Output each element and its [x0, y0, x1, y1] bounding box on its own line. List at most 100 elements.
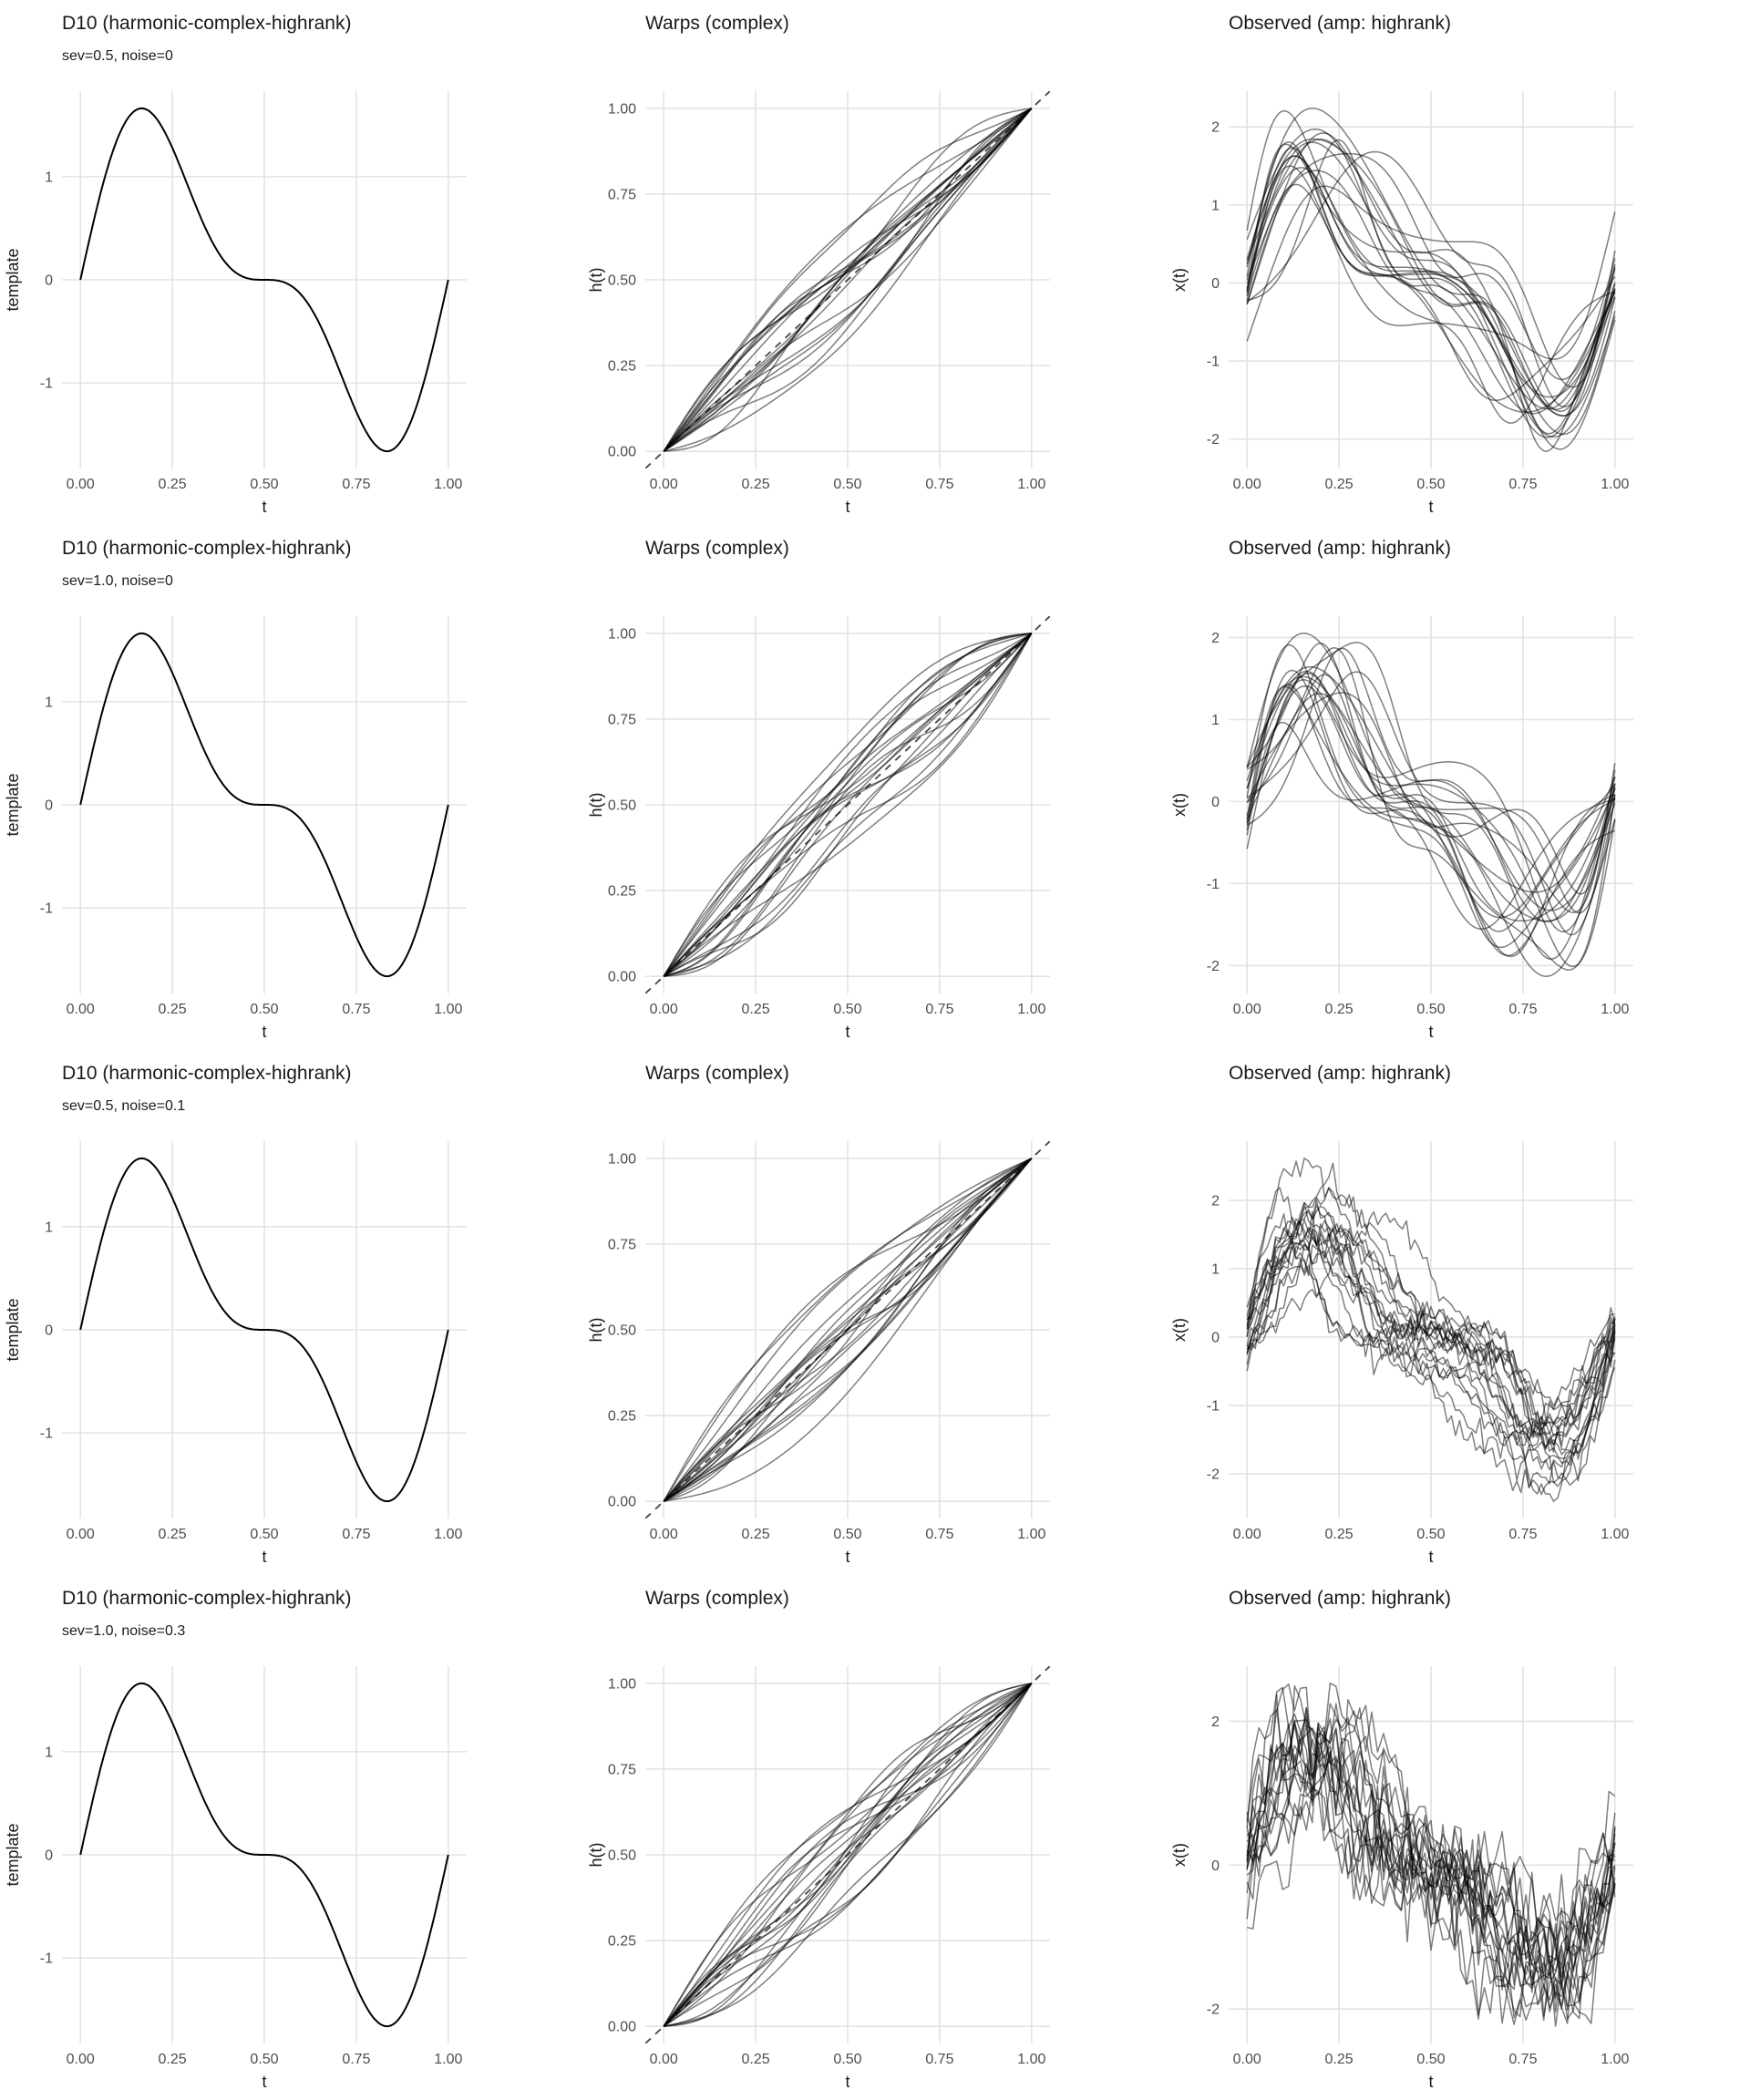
y-tick-label: -1 [40, 376, 53, 392]
x-tick-label: 0.25 [159, 1002, 187, 1017]
y-tick-label: 0.25 [608, 884, 636, 900]
y-axis-title: x(t) [1170, 268, 1189, 292]
x-tick-label: 0.25 [742, 477, 770, 492]
template-curve [79, 1157, 449, 1503]
x-tick-label: 0.25 [742, 1002, 770, 1017]
y-axis-title: x(t) [1170, 1318, 1189, 1342]
y-tick-label: 0.50 [608, 798, 636, 814]
y-tick-label: 0.50 [608, 1848, 636, 1864]
y-tick-label: -1 [1207, 1398, 1220, 1414]
plot-title: D10 (harmonic-complex-highrank) [62, 1588, 352, 1609]
x-tick-label: 0.00 [67, 2052, 95, 2067]
observed-curves [1246, 633, 1616, 977]
tick-labels: 0.00 0.25 0.50 0.75 1.00 -1 0 1 [40, 695, 463, 1017]
gridlines [1229, 1141, 1633, 1518]
template-plot: 0.00 0.25 0.50 0.75 1.00 -1 0 1 t template [4, 1666, 467, 2091]
y-tick-label: 1.00 [608, 1151, 636, 1167]
observed-plot: 0.00 0.25 0.50 0.75 1.00 -2 -1 0 1 2 t x(t) [1170, 1141, 1633, 1566]
tick-labels: 0.00 0.25 0.50 0.75 1.00 -1 0 1 [40, 170, 463, 492]
y-tick-label: -1 [40, 901, 53, 917]
plot-title: Observed (amp: highrank) [1229, 13, 1451, 34]
plot-subtitle: sev=0.5, noise=0 [62, 48, 173, 64]
panel-cell-r1-observed: Observed (amp: highrank) 0.00 0.25 0.50 0.7… [1167, 0, 1750, 525]
x-tick-label: 1.00 [1017, 1002, 1045, 1017]
plot-subtitle: sev=1.0, noise=0 [62, 573, 173, 589]
x-tick-label: 0.50 [833, 2052, 861, 2067]
x-tick-label: 1.00 [1601, 2052, 1629, 2067]
y-tick-label: 0.50 [608, 1323, 636, 1339]
observed-plot: 0.00 0.25 0.50 0.75 1.00 -2 -1 0 1 2 t x(t) [1170, 91, 1633, 516]
y-tick-label: 1 [45, 695, 53, 710]
y-tick-label: -1 [40, 1426, 53, 1442]
y-tick-label: 1.00 [608, 1676, 636, 1692]
x-tick-label: 0.25 [742, 1527, 770, 1542]
gridlines [645, 616, 1050, 993]
y-tick-label: 0 [45, 798, 53, 814]
x-tick-label: 0.25 [159, 477, 187, 492]
x-axis-title: t [1428, 498, 1433, 516]
x-tick-label: 0.50 [250, 1002, 278, 1017]
x-tick-label: 1.00 [1017, 477, 1045, 492]
panel-cell-r1-warps: Warps (complex) 0.00 0.25 0.50 0.75 1.00 0.00… [583, 0, 1167, 525]
x-axis-title: t [262, 1023, 266, 1041]
y-tick-label: 1 [45, 1745, 53, 1760]
x-tick-label: 0.00 [650, 477, 678, 492]
x-tick-label: 0.50 [1416, 1527, 1445, 1542]
x-tick-label: 0.50 [833, 1002, 861, 1017]
y-tick-label: 0.00 [608, 970, 636, 985]
x-tick-label: 0.50 [250, 1527, 278, 1542]
x-tick-label: 0.00 [1233, 477, 1261, 492]
plot-title: Observed (amp: highrank) [1229, 1588, 1451, 1609]
x-axis-title: t [1428, 1548, 1433, 1566]
x-tick-label: 0.00 [67, 477, 95, 492]
observed-plot: 0.00 0.25 0.50 0.75 1.00 -2 -1 0 1 2 t x(t) [1170, 616, 1633, 1041]
x-tick-label: 0.75 [342, 2052, 370, 2067]
tick-labels: 0.00 0.25 0.50 0.75 1.00 0.00 0.25 0.50 0.75 1.00 [608, 101, 1046, 492]
y-tick-label: 1 [1211, 1261, 1220, 1277]
y-tick-label: 0.75 [608, 712, 636, 727]
x-tick-label: 1.00 [434, 477, 462, 492]
x-tick-label: 1.00 [434, 1002, 462, 1017]
gridlines [1229, 616, 1633, 993]
identity-line [645, 1666, 1050, 2043]
panel-cell-r2-warps: Warps (complex) 0.00 0.25 0.50 0.75 1.00 0.00… [583, 525, 1167, 1050]
y-tick-label: 0.75 [608, 1762, 636, 1777]
observed-plot: 0.00 0.25 0.50 0.75 1.00 -2 0 2 t x(t) [1170, 1666, 1633, 2091]
x-tick-label: 0.00 [67, 1527, 95, 1542]
warps-plot: 0.00 0.25 0.50 0.75 1.00 0.00 0.25 0.50 0.75 1.00… [587, 1141, 1050, 1566]
template-plot: 0.00 0.25 0.50 0.75 1.00 -1 0 1 t template [4, 1141, 467, 1566]
y-tick-label: 0.75 [608, 187, 636, 202]
x-tick-label: 0.00 [1233, 1527, 1261, 1542]
x-tick-label: 0.00 [67, 1002, 95, 1017]
x-axis-title: t [845, 1548, 849, 1566]
y-axis-title: template [4, 248, 22, 311]
warps-plot: 0.00 0.25 0.50 0.75 1.00 0.00 0.25 0.50 0.75 1.00… [587, 91, 1050, 516]
y-tick-label: 0 [1211, 1858, 1220, 1874]
panel-cell-r3-template: D10 (harmonic-complex-highrank) sev=0.5,… [0, 1050, 583, 1575]
y-tick-label: -2 [1207, 2002, 1220, 2018]
warps-plot: 0.00 0.25 0.50 0.75 1.00 0.00 0.25 0.50 0.75 1.00… [587, 1666, 1050, 2091]
x-tick-label: 0.75 [1508, 1527, 1537, 1542]
x-tick-label: 0.50 [1416, 2052, 1445, 2067]
tick-labels: 0.00 0.25 0.50 0.75 1.00 -2 -1 0 1 2 [1207, 1193, 1630, 1542]
observed-curves [1246, 1683, 1616, 2027]
plot-title: Warps (complex) [645, 538, 789, 559]
identity-line [645, 91, 1050, 468]
x-tick-label: 0.75 [925, 2052, 953, 2067]
panel-cell-r1-template: D10 (harmonic-complex-highrank) sev=0.5,… [0, 0, 583, 525]
x-tick-label: 0.25 [1325, 1527, 1354, 1542]
gridlines [645, 1141, 1050, 1518]
y-axis-title: x(t) [1170, 793, 1189, 817]
y-tick-label: 2 [1211, 1193, 1220, 1209]
tick-labels: 0.00 0.25 0.50 0.75 1.00 -1 0 1 [40, 1745, 463, 2067]
plot-title: Warps (complex) [645, 13, 789, 34]
y-tick-label: 0 [45, 1848, 53, 1864]
x-tick-label: 0.00 [650, 1002, 678, 1017]
y-tick-label: -2 [1207, 959, 1220, 974]
y-axis-title: h(t) [587, 1318, 605, 1343]
template-curve [79, 632, 449, 978]
warp-curves [663, 1683, 1033, 2027]
x-tick-label: 0.75 [1508, 2052, 1537, 2067]
x-tick-label: 1.00 [434, 1527, 462, 1542]
